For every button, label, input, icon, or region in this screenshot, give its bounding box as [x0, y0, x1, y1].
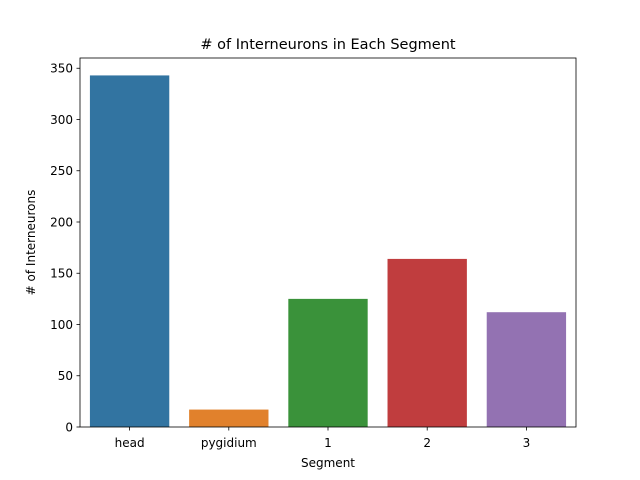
x-axis: head pygidium 1 2 3 — [115, 427, 531, 450]
chart-title: # of Interneurons in Each Segment — [200, 37, 456, 53]
y-tick-label: 200 — [50, 215, 73, 229]
y-tick-label: 50 — [58, 369, 73, 383]
x-tick-label: head — [115, 436, 145, 450]
bars-group — [89, 75, 567, 428]
y-tick-label: 150 — [50, 267, 73, 281]
x-tick-label: 1 — [324, 436, 332, 450]
x-tick-label: 2 — [423, 436, 431, 450]
bar-pygidium — [189, 409, 269, 427]
bar-2 — [387, 258, 467, 427]
x-axis-label: Segment — [301, 456, 355, 470]
plot-frame — [79, 57, 577, 428]
bar-3 — [486, 312, 567, 427]
x-tick-label: pygidium — [201, 436, 257, 450]
y-tick-label: 100 — [50, 318, 73, 332]
y-axis: 0 50 100 150 200 250 300 350 — [50, 62, 80, 434]
y-tick-label: 0 — [65, 420, 73, 434]
y-tick-label: 250 — [50, 164, 73, 178]
y-tick-label: 300 — [50, 113, 73, 127]
bar-1 — [288, 298, 368, 427]
x-tick-label: 3 — [523, 436, 531, 450]
y-tick-label: 350 — [50, 62, 73, 76]
bar-head — [89, 75, 170, 428]
y-axis-label: # of Interneurons — [24, 190, 38, 296]
